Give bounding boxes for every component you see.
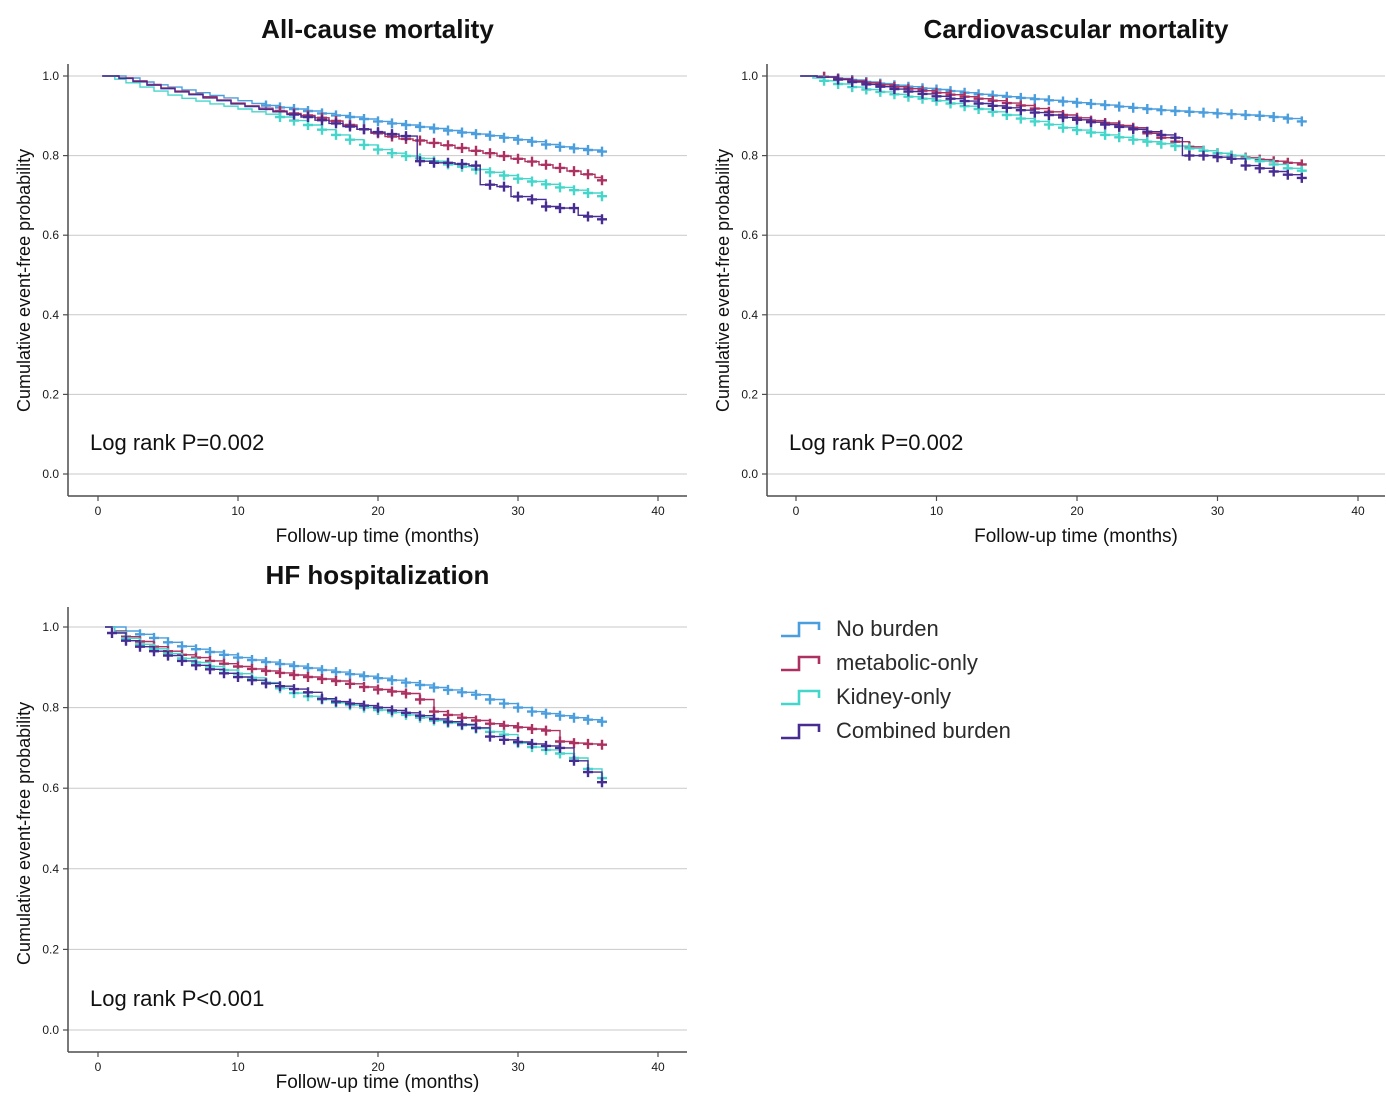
- y-tick-label: 0.0: [741, 467, 758, 481]
- chart-title-cardiovascular: Cardiovascular mortality: [923, 14, 1229, 44]
- censor-marks-kidney-only: [819, 75, 1307, 176]
- censor-marks-no-burden: [261, 100, 607, 157]
- legend-step-line: [781, 655, 821, 672]
- censor-marks-no-burden: [135, 629, 607, 727]
- legend-step-line: [781, 621, 821, 638]
- x-tick-label: 10: [231, 1060, 245, 1074]
- x-tick-label: 40: [651, 504, 665, 518]
- y-tick-label: 0.2: [42, 387, 59, 401]
- censor-marks-combined-burden: [289, 109, 607, 225]
- km-curve-metabolic-only: [105, 626, 603, 745]
- x-tick-label: 10: [930, 504, 944, 518]
- x-tick-label: 30: [1211, 504, 1225, 518]
- y-tick-label: 0.0: [42, 1023, 59, 1037]
- no-burden-legend-marker-icon: [781, 621, 821, 638]
- combined-burden-legend-marker-icon: [781, 723, 821, 740]
- y-tick-label: 1.0: [42, 69, 59, 83]
- censor-marks-combined-burden: [833, 74, 1307, 183]
- logrank-annotation-all-cause: Log rank P=0.002: [90, 430, 265, 455]
- y-tick-label: 0.0: [42, 467, 59, 481]
- legend-item-kidney-only: Kidney-only: [778, 684, 1011, 709]
- y-tick-label: 0.2: [741, 387, 758, 401]
- y-tick-label: 1.0: [42, 620, 59, 634]
- y-axis-label-hf-hospitalization: Cumulative event-free probability: [14, 701, 34, 965]
- legend-item-metabolic-only: metabolic-only: [778, 650, 1011, 675]
- legend-item-combined-burden: Combined burden: [778, 718, 1011, 743]
- legend-step-line: [781, 723, 821, 740]
- km-curve-kidney-only: [102, 75, 603, 197]
- x-axis-label-hf-hospitalization: Follow-up time (months): [275, 1072, 480, 1093]
- y-tick-label: 0.2: [42, 942, 59, 956]
- legend: No burden metabolic-only Kidney-only Combin…: [778, 616, 1011, 743]
- y-tick-label: 0.8: [42, 149, 59, 163]
- legend-label-metabolic-only: metabolic-only: [836, 649, 978, 675]
- logrank-annotation-hf-hospitalization: Log rank P<0.001: [90, 986, 265, 1011]
- x-axis-label-cardiovascular: Follow-up time (months): [974, 526, 1178, 547]
- chart-title-all-cause: All-cause mortality: [261, 14, 494, 44]
- legend-label-no-burden: No burden: [836, 615, 939, 641]
- y-tick-label: 0.4: [42, 862, 59, 876]
- censor-marks-kidney-only: [275, 112, 607, 202]
- x-tick-label: 20: [1070, 504, 1084, 518]
- km-curve-combined-burden: [102, 75, 603, 220]
- y-tick-label: 0.6: [42, 228, 59, 242]
- y-tick-label: 0.6: [42, 781, 59, 795]
- legend-item-no-burden: No burden: [778, 616, 1011, 641]
- logrank-annotation-cardiovascular: Log rank P=0.002: [789, 430, 964, 455]
- x-tick-label: 0: [95, 504, 102, 518]
- y-tick-label: 0.4: [42, 308, 59, 322]
- y-tick-label: 1.0: [741, 69, 758, 83]
- x-tick-label: 0: [95, 1060, 102, 1074]
- y-axis-label-all-cause: Cumulative event-free probability: [14, 148, 34, 412]
- km-panel-2: 0.0 0.2 0.4 0.6 0.8 1.0 0 10 20 30 40: [42, 607, 687, 1074]
- x-tick-label: 40: [651, 1060, 665, 1074]
- x-tick-label: 30: [511, 504, 525, 518]
- chart-title-hf-hospitalization: HF hospitalization: [265, 560, 490, 590]
- y-tick-label: 0.6: [741, 228, 758, 242]
- y-axis-label-cardiovascular: Cumulative event-free probability: [713, 148, 733, 412]
- x-tick-label: 40: [1351, 504, 1365, 518]
- x-tick-label: 30: [511, 1060, 525, 1074]
- x-tick-label: 10: [231, 504, 245, 518]
- y-tick-label: 0.4: [741, 308, 758, 322]
- km-panel-1: 0.0 0.2 0.4 0.6 0.8 1.0 0 10 20 30 40: [741, 64, 1385, 518]
- censor-marks-combined-burden: [107, 628, 607, 788]
- y-tick-label: 0.8: [741, 149, 758, 163]
- legend-label-kidney-only: Kidney-only: [836, 683, 951, 709]
- legend-step-line: [781, 689, 821, 706]
- x-tick-label: 20: [371, 504, 385, 518]
- legend-label-combined-burden: Combined burden: [836, 717, 1011, 743]
- metabolic-only-legend-marker-icon: [781, 655, 821, 672]
- km-panel-0: 0.0 0.2 0.4 0.6 0.8 1.0 0 10 20 30 40: [42, 64, 687, 518]
- x-tick-label: 20: [371, 1060, 385, 1074]
- y-tick-label: 0.8: [42, 701, 59, 715]
- kidney-only-legend-marker-icon: [781, 689, 821, 706]
- x-axis-label-all-cause: Follow-up time (months): [275, 526, 480, 547]
- x-tick-label: 0: [793, 504, 800, 518]
